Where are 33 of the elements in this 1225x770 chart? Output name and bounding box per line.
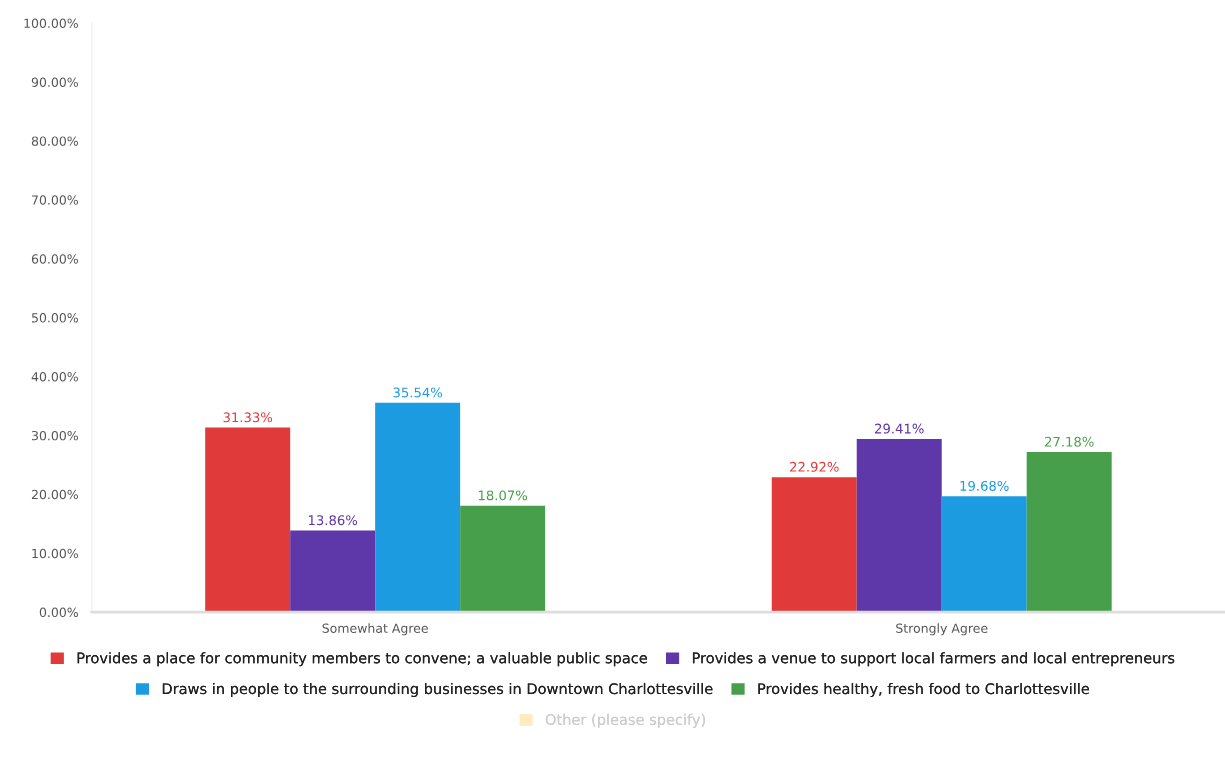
bar bbox=[375, 402, 461, 613]
bar bbox=[460, 505, 546, 613]
y-tick-label: 80.00% bbox=[31, 136, 78, 146]
y-tick-label: 40.00% bbox=[31, 372, 78, 382]
bar bbox=[856, 438, 942, 613]
y-tick-label: 20.00% bbox=[31, 489, 78, 500]
bar bbox=[1026, 452, 1112, 613]
y-tick-label: 70.00% bbox=[32, 195, 78, 205]
y-tick-label: 30.00% bbox=[31, 430, 78, 441]
x-tick-label: Somewhat Agree bbox=[322, 623, 428, 636]
bar bbox=[941, 496, 1027, 613]
data-label: 29.41% bbox=[875, 423, 924, 434]
bar bbox=[771, 477, 857, 613]
data-label: 18.07% bbox=[478, 490, 528, 501]
y-tick-label: 100.00% bbox=[24, 18, 78, 29]
data-label: 27.18% bbox=[1045, 436, 1094, 447]
legend-label: Provides a venue to support local farmers and local entrepreneurs bbox=[692, 652, 1175, 667]
bar bbox=[205, 427, 291, 613]
data-label: 35.54% bbox=[393, 387, 443, 398]
y-tick-label: 90.00% bbox=[31, 77, 78, 87]
legend-label: Provides a place for community members to convene; a valuable public space bbox=[77, 652, 647, 667]
y-tick-label: 0.00% bbox=[39, 607, 78, 618]
y-tick-label: 60.00% bbox=[31, 254, 78, 264]
data-label: 31.33% bbox=[223, 412, 273, 423]
y-tick-label: 10.00% bbox=[32, 548, 78, 559]
data-label: 19.68% bbox=[960, 480, 1009, 491]
y-tick-label: 50.00% bbox=[31, 313, 78, 323]
data-label: 22.92% bbox=[790, 461, 839, 472]
x-tick-label: Strongly Agree bbox=[896, 623, 988, 636]
data-label: 13.86% bbox=[308, 515, 358, 526]
legend-label: Provides healthy, fresh food to Charlottesville bbox=[758, 682, 1090, 698]
legend-label: Draws in people to the surrounding businesses in Downtown Charlottesville bbox=[162, 682, 713, 698]
bar bbox=[290, 530, 376, 613]
